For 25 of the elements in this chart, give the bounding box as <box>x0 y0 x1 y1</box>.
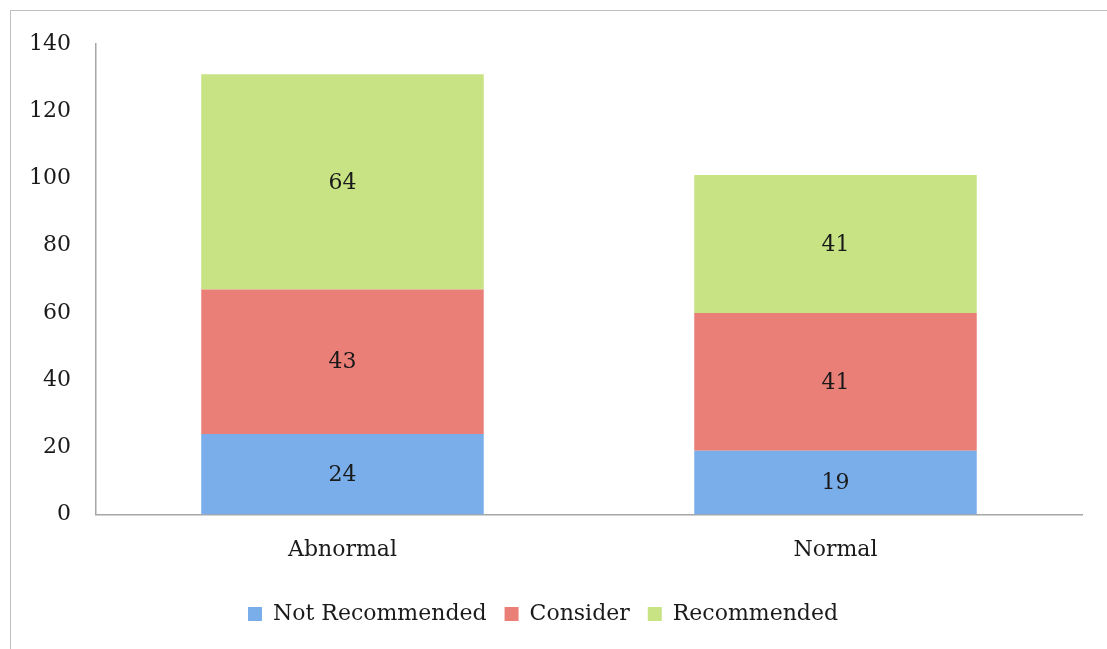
data-label: 19 <box>821 469 850 495</box>
data-label: 43 <box>328 348 357 374</box>
legend-label: Consider <box>529 599 631 625</box>
data-label: 24 <box>328 460 357 486</box>
bar <box>201 433 484 515</box>
bar <box>201 74 484 290</box>
legend-label: Recommended <box>672 599 839 625</box>
x-tick-label: Normal <box>793 535 878 561</box>
data-label: 41 <box>821 368 850 394</box>
legend-label: Not Recommended <box>272 599 487 625</box>
y-tick-label: 60 <box>42 298 71 324</box>
x-tick-label: Abnormal <box>287 535 397 561</box>
y-tick-label: 20 <box>42 433 71 459</box>
y-tick-label: 100 <box>28 164 71 190</box>
y-tick-label: 140 <box>28 29 71 55</box>
bar <box>694 312 977 451</box>
bar <box>694 450 977 515</box>
data-label: 41 <box>821 230 850 256</box>
y-tick-label: 80 <box>42 231 71 257</box>
bar <box>694 175 977 313</box>
data-label: 64 <box>328 168 357 194</box>
y-tick-label: 40 <box>42 365 71 391</box>
bar <box>201 289 484 434</box>
y-tick-label: 120 <box>28 96 71 122</box>
y-tick-label: 0 <box>56 500 71 526</box>
